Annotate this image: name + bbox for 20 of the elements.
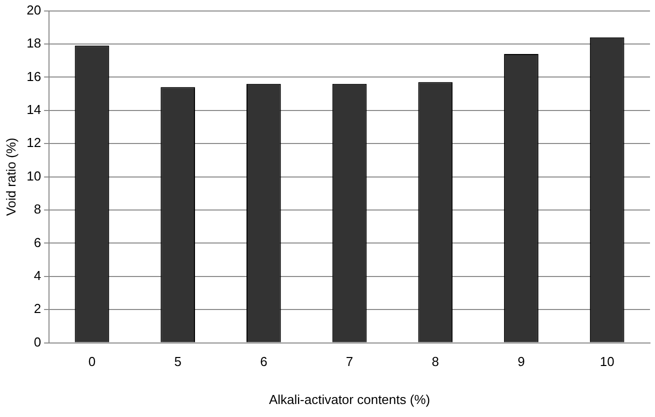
y-tick-label: 12 bbox=[26, 135, 42, 150]
y-tick-label: 18 bbox=[26, 36, 42, 51]
y-tick-label: 16 bbox=[26, 68, 42, 84]
y-tick-label: 20 bbox=[26, 2, 42, 18]
x-tick-label: 8 bbox=[432, 354, 439, 370]
x-tick-label: 0 bbox=[88, 354, 96, 370]
x-tick-label: 6 bbox=[260, 354, 268, 370]
y-tick-label: 8 bbox=[34, 202, 42, 217]
y-axis-title: Void ratio (%) bbox=[3, 138, 18, 216]
x-tick-label: 5 bbox=[174, 354, 182, 370]
y-tick-label: 10 bbox=[26, 168, 42, 184]
x-tick-label: 10 bbox=[600, 354, 614, 370]
y-tick-label: 14 bbox=[26, 102, 42, 117]
x-tick-label: 7 bbox=[346, 354, 354, 370]
y-tick-label: 2 bbox=[34, 301, 42, 316]
y-tick-label: 4 bbox=[34, 268, 42, 283]
y-tick-label: 0 bbox=[34, 334, 42, 350]
y-tick-label: 6 bbox=[34, 234, 42, 250]
x-tick-label: 9 bbox=[518, 354, 525, 370]
x-axis-title: Alkali-activator contents (%) bbox=[268, 392, 430, 407]
